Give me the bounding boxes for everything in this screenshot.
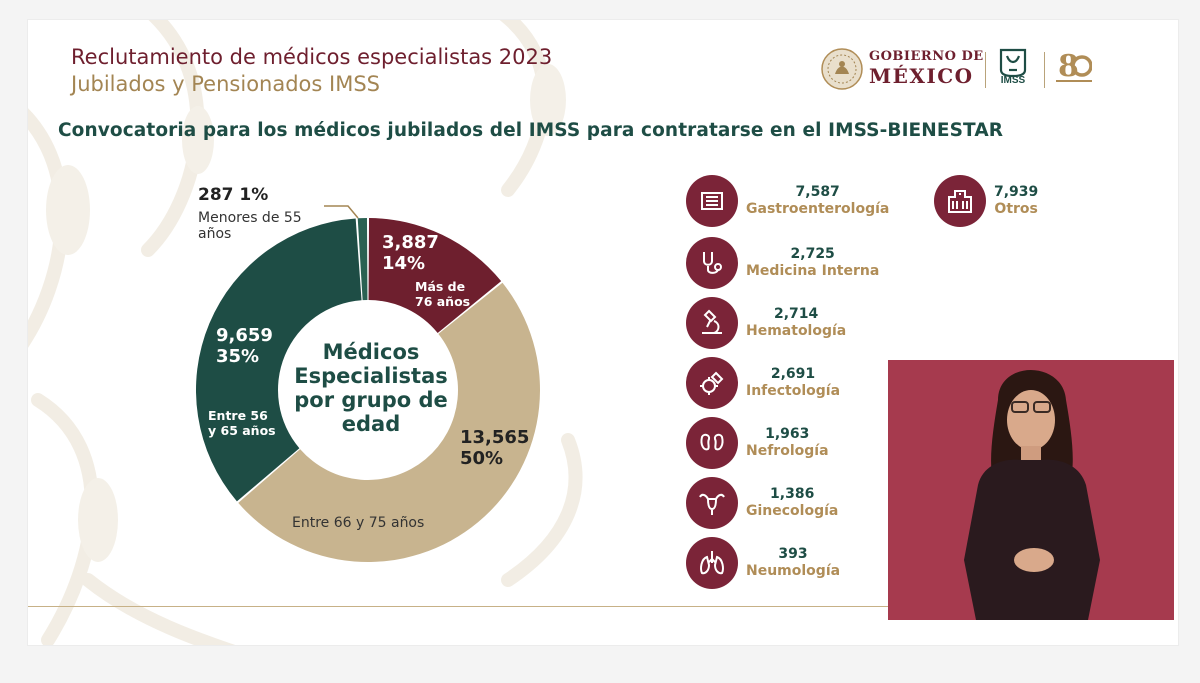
menores-name-line1: Menores de 55 <box>198 210 302 226</box>
mexico-seal-icon <box>821 48 863 90</box>
mas76-percent: 14% <box>382 252 426 274</box>
logo-divider <box>1044 52 1045 88</box>
virus-icon <box>686 357 738 409</box>
gobierno-line2: MÉXICO <box>869 64 974 88</box>
specialty-name: Hematología <box>746 323 847 339</box>
specialty-item-otros: 7,939 Otros <box>934 175 1038 227</box>
title-line1: Reclutamiento de médicos especialistas 2… <box>71 45 553 69</box>
specialty-value: 2,691 <box>770 365 816 382</box>
mas76-value: 3,887 <box>382 232 439 253</box>
specialty-name: Nefrología <box>746 443 829 459</box>
e5665-value-label: 9,659 35% <box>216 325 273 367</box>
menores-name-label: Menores de 55 años <box>198 210 302 242</box>
specialty-name: Gastroenterología <box>746 201 890 217</box>
center-line2: Especialistas <box>294 364 448 389</box>
e6675-percent: 50% <box>460 447 504 469</box>
specialty-value: 1,963 <box>765 425 810 442</box>
specialty-value: 7,587 <box>795 183 840 200</box>
sign-language-interpreter-video <box>888 360 1174 620</box>
e5665-name-label: Entre 56 y 65 años <box>208 408 276 438</box>
specialty-item: 393 Neumología <box>686 537 840 589</box>
donut-center-label: Médicos Especialistas por grupo de edad <box>276 340 466 437</box>
e6675-value-label: 13,565 50% <box>460 427 530 469</box>
specialty-item: 1,386 Ginecología <box>686 477 838 529</box>
e5665-percent: 35% <box>216 345 260 367</box>
e5665-name-line1: Entre 56 <box>208 408 268 423</box>
gobierno-mexico-logo: GOBIERNO DE MÉXICO <box>869 50 984 86</box>
specialty-item: 2,725 Medicina Interna <box>686 237 879 289</box>
mas76-value-label: 3,887 14% <box>382 232 439 274</box>
gobierno-line1: GOBIERNO DE <box>869 49 984 64</box>
uterus-icon <box>686 477 738 529</box>
imss-logo-text: IMSS <box>1000 75 1026 86</box>
center-line1: Médicos <box>322 340 420 364</box>
slide-subtitle: Convocatoria para los médicos jubilados … <box>58 120 1004 141</box>
title-line2: Jubilados y Pensionados IMSS <box>71 72 380 96</box>
specialty-name: Infectología <box>746 383 841 399</box>
specialty-item: 2,691 Infectología <box>686 357 840 409</box>
interpreter-figure <box>888 360 1174 620</box>
menores-value-label: 287 1% <box>198 185 269 206</box>
footer-rule <box>28 606 888 607</box>
e5665-name-line2: y 65 años <box>208 423 276 438</box>
kidneys-icon <box>686 417 738 469</box>
mas76-name-label: Más de 76 años <box>415 279 470 309</box>
specialty-name: Medicina Interna <box>746 263 880 279</box>
specialty-item: 7,587 Gastroenterología <box>686 175 889 227</box>
specialty-item: 2,714 Hematología <box>686 297 846 349</box>
lungs-icon <box>686 537 738 589</box>
microscope-icon <box>686 297 738 349</box>
hospital-icon <box>934 175 986 227</box>
otros-name: Otros <box>994 201 1038 217</box>
specialty-item: 1,963 Nefrología <box>686 417 829 469</box>
e6675-name-label: Entre 66 y 75 años <box>292 515 425 531</box>
center-line4: edad <box>341 412 401 437</box>
specialty-value: 393 <box>778 545 808 562</box>
specialty-value: 1,386 <box>770 485 815 502</box>
logo-divider <box>985 52 986 88</box>
specialty-name: Ginecología <box>746 503 839 519</box>
mas76-name-line1: Más de <box>415 279 466 294</box>
menores-value: 287 <box>198 185 234 205</box>
menores-name-line2: años <box>198 226 232 243</box>
decorative-background <box>28 20 583 645</box>
otros-value: 7,939 <box>994 183 1039 200</box>
specialty-value: 2,725 <box>790 245 835 262</box>
center-line3: por grupo de <box>294 388 448 413</box>
svg-text:8: 8 <box>1058 49 1079 84</box>
mas76-name-line2: 76 años <box>415 294 471 309</box>
e5665-value: 9,659 <box>216 325 273 346</box>
stethoscope-icon <box>686 237 738 289</box>
intestine-icon <box>686 175 738 227</box>
e6675-value: 13,565 <box>460 427 530 448</box>
specialty-value: 2,714 <box>773 305 819 322</box>
menores-percent: 1% <box>239 185 269 205</box>
imss-eagle-icon <box>999 48 1027 78</box>
specialty-name: Neumología <box>746 563 841 579</box>
eighty-anniversary-logo: 8 <box>1056 49 1092 84</box>
